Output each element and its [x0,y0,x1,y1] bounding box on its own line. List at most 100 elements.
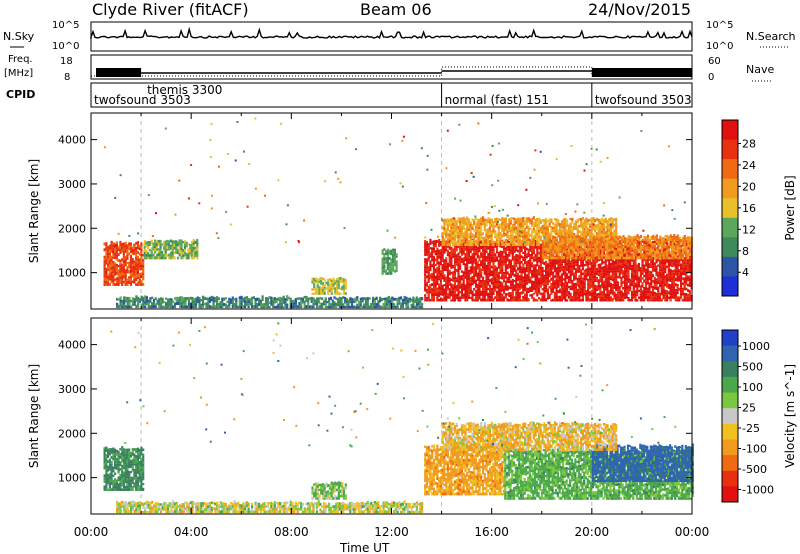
data-cell [687,247,690,250]
data-cell [552,243,555,247]
data-cell [117,282,120,286]
data-cell [476,288,479,291]
data-cell [501,222,504,224]
data-cell [601,222,604,226]
data-cell [115,249,118,253]
data-cell [240,302,243,306]
data-cell [527,225,530,228]
data-cell [627,257,630,262]
data-cell [180,256,183,260]
data-cell [506,230,509,234]
data-cell [485,221,488,225]
data-cell [562,288,565,292]
data-cell [592,228,595,231]
data-cell [203,302,206,306]
data-cell [509,280,513,284]
data-cell [501,268,504,272]
data-cell [476,249,479,252]
data-cell [429,260,432,264]
data-cell [541,258,544,262]
data-cell [688,292,691,297]
data-cell [124,282,127,286]
data-cell [680,287,683,290]
data-cell [662,264,665,267]
data-cell [664,283,667,287]
data-cell [534,229,537,232]
data-cell [545,229,548,233]
data-cell [627,288,630,292]
data-cell [380,306,383,309]
data-cell [334,290,337,293]
data-cell [386,248,389,252]
data-cell [178,248,181,251]
data-cell [641,261,644,264]
data-cell [192,244,195,247]
data-cell [585,220,588,224]
data-cell [436,296,439,299]
data-cell [387,305,390,309]
data-cell [546,288,549,292]
data-cell [683,280,686,284]
data-cell [511,298,514,302]
data-cell [335,278,339,281]
data-cell [453,268,457,271]
data-cell [683,257,686,260]
data-cell [559,226,562,230]
data-cell [316,284,319,288]
data-cell [573,278,576,281]
data-cell [687,266,690,270]
data-cell [639,271,642,275]
data-cell [122,255,125,258]
data-cell [601,217,604,221]
data-cell [511,248,514,252]
data-cell [383,264,386,268]
data-cell [662,297,665,300]
data-cell [165,305,168,309]
data-cell [629,289,632,292]
data-cell [467,246,471,249]
data-cell [683,267,686,271]
data-cell [448,236,451,240]
data-cell [522,246,525,249]
data-cell [452,237,455,240]
data-cell [683,273,686,276]
data-cell [683,292,686,296]
data-cell [492,298,495,302]
data-cell [135,270,138,274]
data-cell [478,263,481,266]
data-cell [478,223,481,227]
data-cell [552,226,555,230]
data-cell [473,223,476,226]
data-cell [315,297,319,301]
data-cell [602,296,606,299]
data-cell [457,252,460,256]
data-cell [395,253,398,256]
data-cell [646,295,649,299]
data-cell [671,290,674,294]
data-cell [583,235,586,238]
data-cell [536,287,539,291]
data-cell [518,225,521,229]
data-cell [495,290,499,294]
data-cell [427,277,430,280]
data-cell [609,270,613,273]
data-cell [453,220,457,223]
data-cell [613,272,616,276]
data-cell [543,282,546,285]
data-cell [515,221,518,224]
data-cell [393,260,396,264]
data-cell [613,291,616,295]
data-cell [499,260,502,263]
data-cell [469,231,472,234]
data-cell [683,270,686,274]
data-cell [467,291,471,295]
data-cell [601,262,604,265]
data-cell [574,276,577,280]
data-cell [653,297,656,300]
data-cell [478,296,481,300]
data-cell [321,291,325,295]
data-cell [601,269,604,273]
data-cell [128,242,131,246]
data-cell [117,264,120,268]
data-cell [538,259,541,263]
